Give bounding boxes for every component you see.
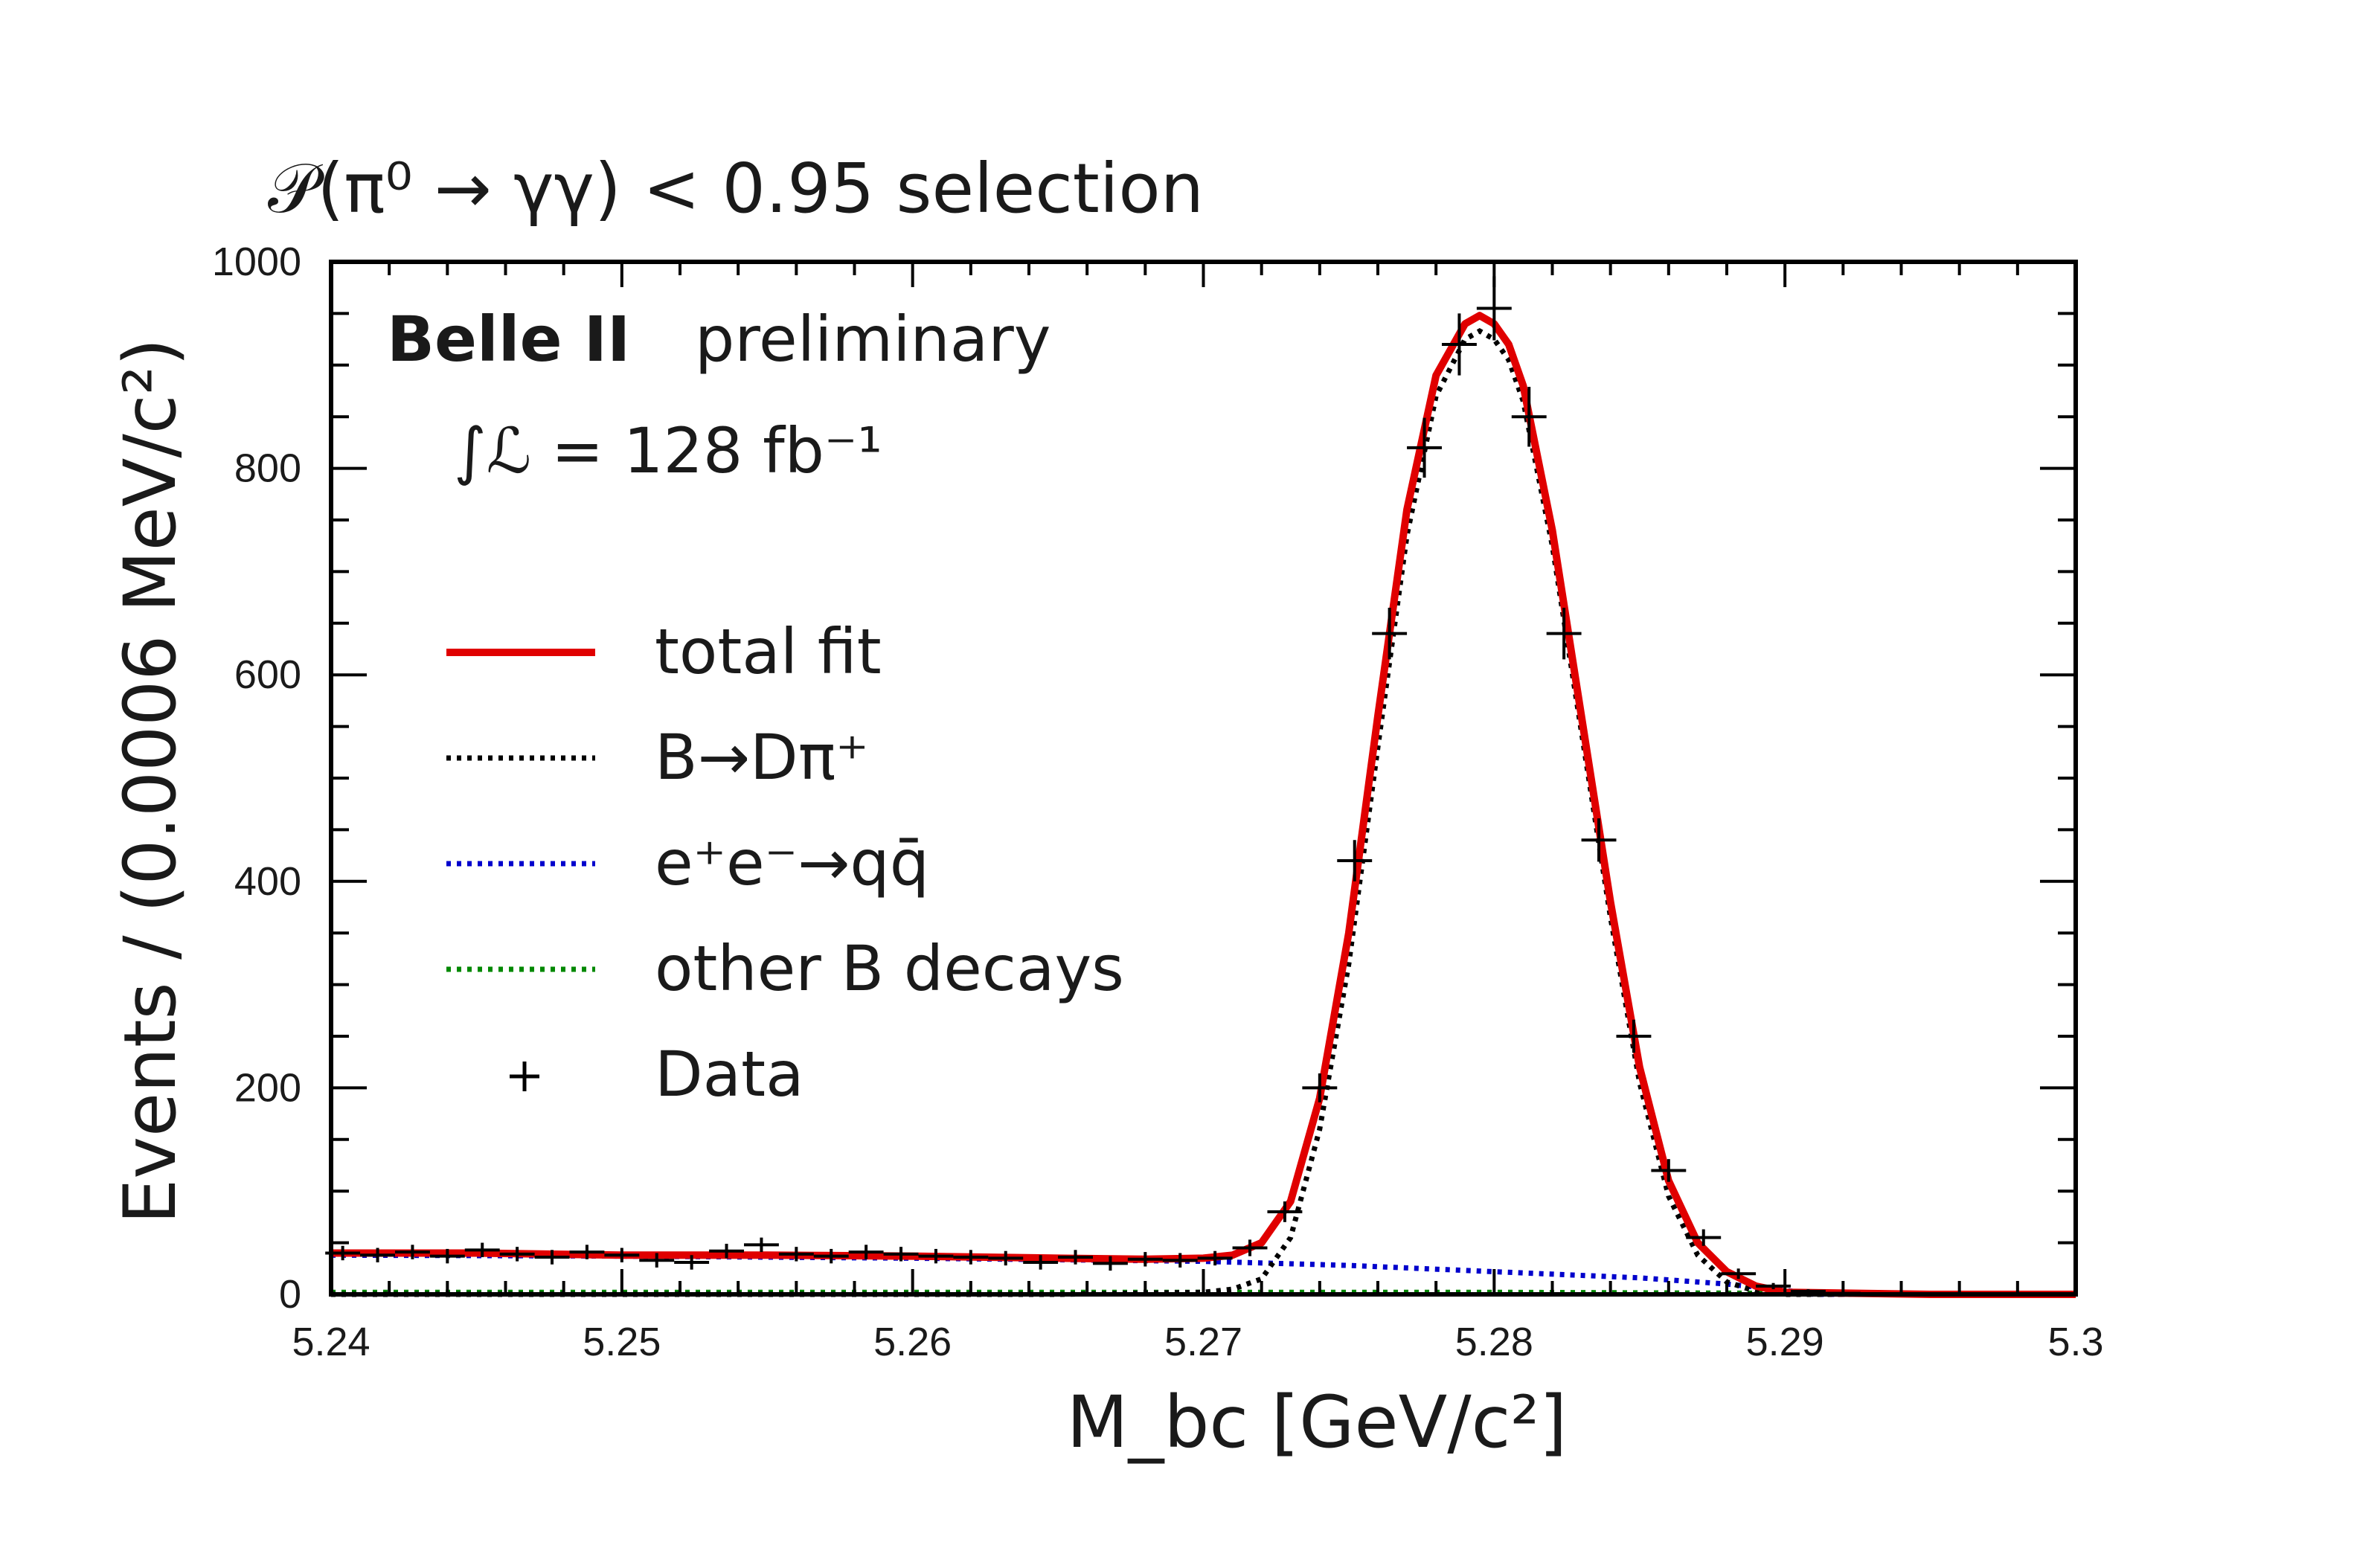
- luminosity-label: ∫ℒ = 128 fb⁻¹: [454, 414, 882, 487]
- data-point: [360, 1247, 395, 1262]
- y-tick-label: 1000: [212, 240, 301, 284]
- legend-item-signal: B→Dπ⁺: [446, 721, 869, 794]
- legend-item-otherB: other B decays: [446, 932, 1124, 1005]
- x-tick-label: 5.3: [2047, 1320, 2103, 1364]
- data-point: [1686, 1229, 1722, 1246]
- experiment-block: Belle II preliminary: [387, 303, 1051, 376]
- experiment-name: Belle II: [387, 303, 630, 376]
- legend-label-data: Data: [655, 1038, 804, 1111]
- data-point: [569, 1245, 605, 1259]
- data-point: [429, 1248, 465, 1264]
- data-point: [918, 1248, 954, 1264]
- data-point: [1267, 1201, 1303, 1222]
- data-point: [848, 1245, 884, 1259]
- data-point: [709, 1243, 744, 1259]
- data-point: [1162, 1253, 1198, 1268]
- x-tick-label: 5.25: [583, 1320, 661, 1364]
- data-point: [499, 1247, 535, 1262]
- data-point: [1407, 417, 1442, 478]
- data-point: [883, 1247, 919, 1262]
- data-point: [778, 1247, 814, 1262]
- data-point: [464, 1242, 500, 1258]
- y-axis-title: Events / (0.0006 MeV/c²): [109, 338, 192, 1224]
- x-tick-label: 5.29: [1746, 1320, 1824, 1364]
- data-point: [988, 1250, 1024, 1266]
- data-point: [1546, 607, 1582, 660]
- legend: total fit B→Dπ⁺ e⁺e⁻→qq̄ other B decays Data: [446, 615, 1124, 1111]
- axes: 5.24 5.25 5.26 5.27 5.28 5.29 5.3 0 200 400 600 800…: [212, 240, 2104, 1364]
- data-point: [813, 1248, 849, 1264]
- data-point: [674, 1255, 710, 1270]
- data-point: [743, 1237, 779, 1253]
- data-point: [639, 1253, 675, 1268]
- data-point: [953, 1250, 989, 1265]
- legend-item-total: total fit: [446, 615, 882, 688]
- legend-label-signal: B→Dπ⁺: [655, 721, 869, 794]
- data-point: [1127, 1252, 1163, 1267]
- series-signal-line: [331, 327, 2076, 1297]
- data-point: [394, 1245, 430, 1259]
- legend-label-otherB: other B decays: [655, 932, 1124, 1005]
- data-point: [1651, 1159, 1687, 1182]
- data-point: [1023, 1255, 1059, 1270]
- data-point: [1197, 1250, 1233, 1266]
- y-tick-label: 400: [234, 859, 301, 904]
- x-tick-label: 5.24: [292, 1320, 370, 1364]
- experiment-status: preliminary: [695, 303, 1051, 376]
- data-point: [1441, 313, 1477, 376]
- data-point: [1092, 1256, 1128, 1271]
- data-point: [534, 1250, 570, 1265]
- data-point: [1721, 1268, 1757, 1279]
- chart-title: 𝒫(π⁰ → γγ) < 0.95 selection: [268, 149, 1204, 228]
- legend-item-qqbar: e⁺e⁻→qq̄: [446, 826, 929, 899]
- data-point: [1302, 1073, 1338, 1102]
- legend-label-qqbar: e⁺e⁻→qq̄: [655, 826, 929, 899]
- data-point: [1511, 386, 1547, 447]
- y-tick-label: 800: [234, 446, 301, 491]
- data-point: [604, 1247, 640, 1262]
- data-point: [1372, 607, 1408, 660]
- y-tick-label: 200: [234, 1065, 301, 1110]
- x-tick-label: 5.28: [1455, 1320, 1533, 1364]
- data-point: [1581, 818, 1617, 862]
- data-point: [1058, 1250, 1093, 1265]
- data-point: [1616, 1019, 1652, 1053]
- data-point: [1337, 840, 1373, 882]
- legend-item-data: Data: [510, 1038, 804, 1111]
- y-tick-label: 0: [279, 1272, 301, 1317]
- x-tick-label: 5.27: [1164, 1320, 1242, 1364]
- y-tick-label: 600: [234, 652, 301, 697]
- data-point: [1232, 1239, 1268, 1256]
- x-tick-label: 5.26: [873, 1320, 952, 1364]
- x-axis-title: M_bc [GeV/c²]: [1067, 1381, 1568, 1464]
- legend-label-total: total fit: [655, 615, 882, 688]
